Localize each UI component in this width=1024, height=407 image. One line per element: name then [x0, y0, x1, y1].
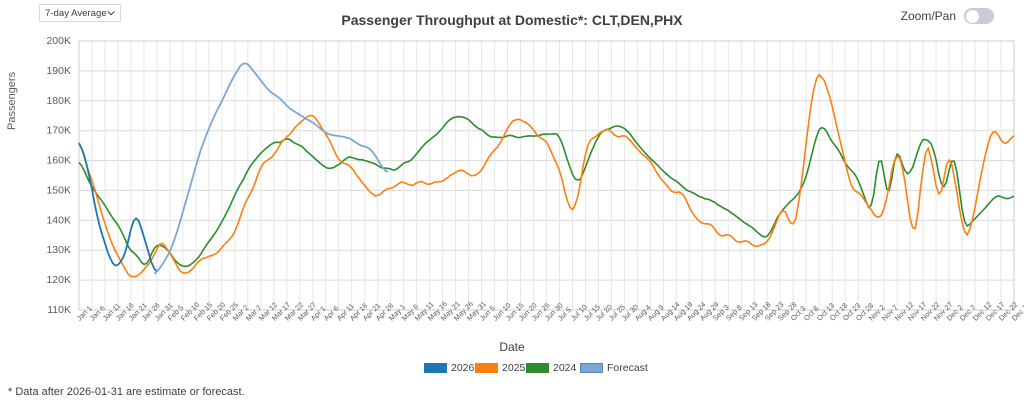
svg-text:170K: 170K: [46, 125, 71, 137]
svg-text:140K: 140K: [46, 214, 71, 226]
svg-text:150K: 150K: [46, 184, 71, 196]
svg-text:180K: 180K: [46, 95, 71, 107]
svg-text:130K: 130K: [46, 244, 71, 256]
svg-text:120K: 120K: [46, 274, 71, 286]
svg-text:200K: 200K: [46, 35, 71, 47]
svg-text:190K: 190K: [46, 65, 71, 77]
svg-text:110K: 110K: [47, 304, 71, 316]
svg-text:160K: 160K: [46, 155, 71, 167]
